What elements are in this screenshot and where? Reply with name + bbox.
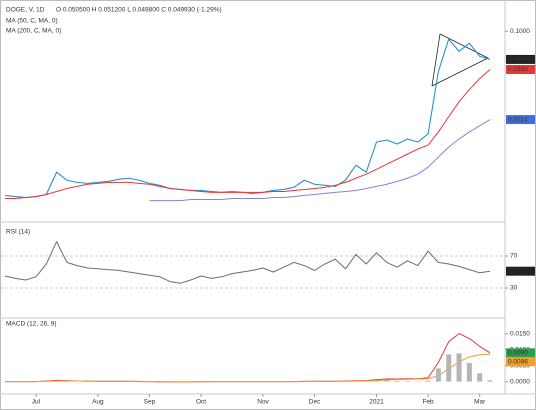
price-badge-label: 0.0114 <box>508 116 528 123</box>
ohlc-readout: O 0.050500 H 0.051200 L 0.049800 C 0.049… <box>56 7 222 14</box>
x-tick-label: Dec <box>309 399 321 406</box>
x-tick-label: Jul <box>32 399 41 406</box>
price-badge <box>506 64 535 74</box>
triangle-drawing <box>431 33 489 87</box>
x-tick-label: Oct <box>196 399 206 406</box>
y-tick-label: 70 <box>510 253 518 260</box>
price-badge-label: 51 <box>508 268 516 275</box>
y-tick-label: 0.1000 <box>510 28 530 35</box>
price-badge-label: 0.0086 <box>508 359 528 366</box>
x-tick-label: Aug <box>92 399 104 406</box>
histogram-bar <box>456 353 462 382</box>
series-line <box>149 119 491 202</box>
x-tick-label: 2021 <box>369 399 384 406</box>
x-tick-label: Mar <box>474 399 486 406</box>
series-line <box>4 38 491 199</box>
histogram-bar <box>446 354 452 382</box>
panel-title: MACD (12, 26, 9) <box>6 321 57 328</box>
x-tick-label: Sep <box>144 399 156 406</box>
histogram-bar <box>373 380 379 382</box>
y-tick-label: 0.0000 <box>510 378 530 385</box>
price-badge-label: 0.0390 <box>508 66 528 73</box>
histogram-bar <box>466 363 472 382</box>
histogram-bar <box>435 368 441 382</box>
series-line <box>5 69 491 200</box>
histogram-bar <box>487 380 493 382</box>
price-badge <box>506 357 535 367</box>
price-badge-label: 0.0090 <box>508 350 528 357</box>
panel-title: RSI (14) <box>6 229 30 236</box>
legend-entry: MA (50, C, MA, 0) <box>6 18 58 25</box>
x-tick-label: Feb <box>422 399 434 406</box>
price-badge <box>506 115 535 125</box>
price-badge <box>506 266 535 276</box>
histogram-bar <box>54 380 60 382</box>
price-badge-label: 0.049930 <box>508 56 535 63</box>
series-line <box>5 353 491 383</box>
histogram-bar <box>404 380 410 382</box>
histogram-bar <box>477 373 483 382</box>
series-line <box>4 241 491 284</box>
histogram-bar <box>384 380 390 382</box>
histogram-bar <box>394 380 400 382</box>
price-badge <box>506 348 535 358</box>
histogram-bar <box>425 380 431 382</box>
y-tick-label: 0.0150 <box>510 330 530 337</box>
x-tick-label: Nov <box>257 399 269 406</box>
panel-title: DOGE, V, 1D <box>6 7 45 14</box>
triangle-drawing <box>431 33 441 87</box>
price-badge <box>506 54 535 64</box>
legend-entry: MA (200, C, MA, 0) <box>6 28 61 35</box>
y-tick-label: 30 <box>510 285 518 292</box>
